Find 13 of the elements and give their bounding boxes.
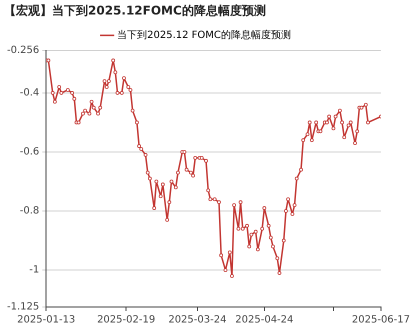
chart-title: 【宏观】当下到2025.12FOMC的降息幅度预测 xyxy=(4,3,266,18)
x-tick-label: 2025-06-17 xyxy=(352,314,410,326)
x-tick-label: 2025-03-24 xyxy=(168,314,226,326)
y-tick-label: -1 xyxy=(29,264,40,276)
x-tick-label: 2025-02-19 xyxy=(97,314,156,326)
y-tick-label: -0.8 xyxy=(20,206,40,217)
y-tick-label: -0.4 xyxy=(20,88,40,99)
y-tick-label: -0.6 xyxy=(20,146,40,158)
y-tick-label: -1.125 xyxy=(6,302,40,313)
y-tick-label: -0.256 xyxy=(6,44,40,56)
legend-label: 当下到2025.12 FOMC的降息幅度预测 xyxy=(117,28,291,41)
x-tick-label: 2025-01-13 xyxy=(17,314,76,326)
x-tick-label: 2025-04-24 xyxy=(235,314,294,326)
